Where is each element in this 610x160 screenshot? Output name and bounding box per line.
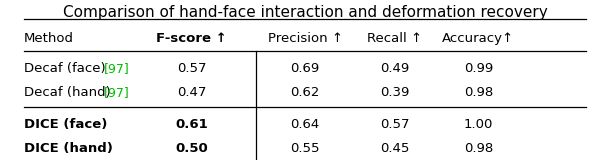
Text: 0.62: 0.62 <box>290 86 320 99</box>
Text: Decaf (hand): Decaf (hand) <box>24 86 115 99</box>
Text: 0.57: 0.57 <box>177 62 206 75</box>
Text: F-score ↑: F-score ↑ <box>156 32 227 45</box>
Text: Comparison of hand-face interaction and deformation recovery: Comparison of hand-face interaction and … <box>63 5 547 20</box>
Text: 0.98: 0.98 <box>464 142 493 155</box>
Text: 0.50: 0.50 <box>175 142 208 155</box>
Text: 0.49: 0.49 <box>380 62 409 75</box>
Text: 0.64: 0.64 <box>290 118 320 131</box>
Text: 0.55: 0.55 <box>290 142 320 155</box>
Text: [97]: [97] <box>104 86 130 99</box>
Text: 0.45: 0.45 <box>380 142 409 155</box>
Text: 0.99: 0.99 <box>464 62 493 75</box>
Text: Precision ↑: Precision ↑ <box>268 32 342 45</box>
Text: DICE (hand): DICE (hand) <box>24 142 113 155</box>
Text: 0.61: 0.61 <box>175 118 208 131</box>
Text: [97]: [97] <box>104 62 130 75</box>
Text: 0.47: 0.47 <box>177 86 206 99</box>
Text: 0.39: 0.39 <box>380 86 409 99</box>
Text: 0.98: 0.98 <box>464 86 493 99</box>
Text: 0.69: 0.69 <box>290 62 320 75</box>
Text: Accuracy↑: Accuracy↑ <box>442 32 514 45</box>
Text: Decaf (face): Decaf (face) <box>24 62 110 75</box>
Text: 1.00: 1.00 <box>464 118 493 131</box>
Text: DICE (face): DICE (face) <box>24 118 107 131</box>
Text: 0.57: 0.57 <box>380 118 409 131</box>
Text: Recall ↑: Recall ↑ <box>367 32 422 45</box>
Text: Method: Method <box>24 32 74 45</box>
